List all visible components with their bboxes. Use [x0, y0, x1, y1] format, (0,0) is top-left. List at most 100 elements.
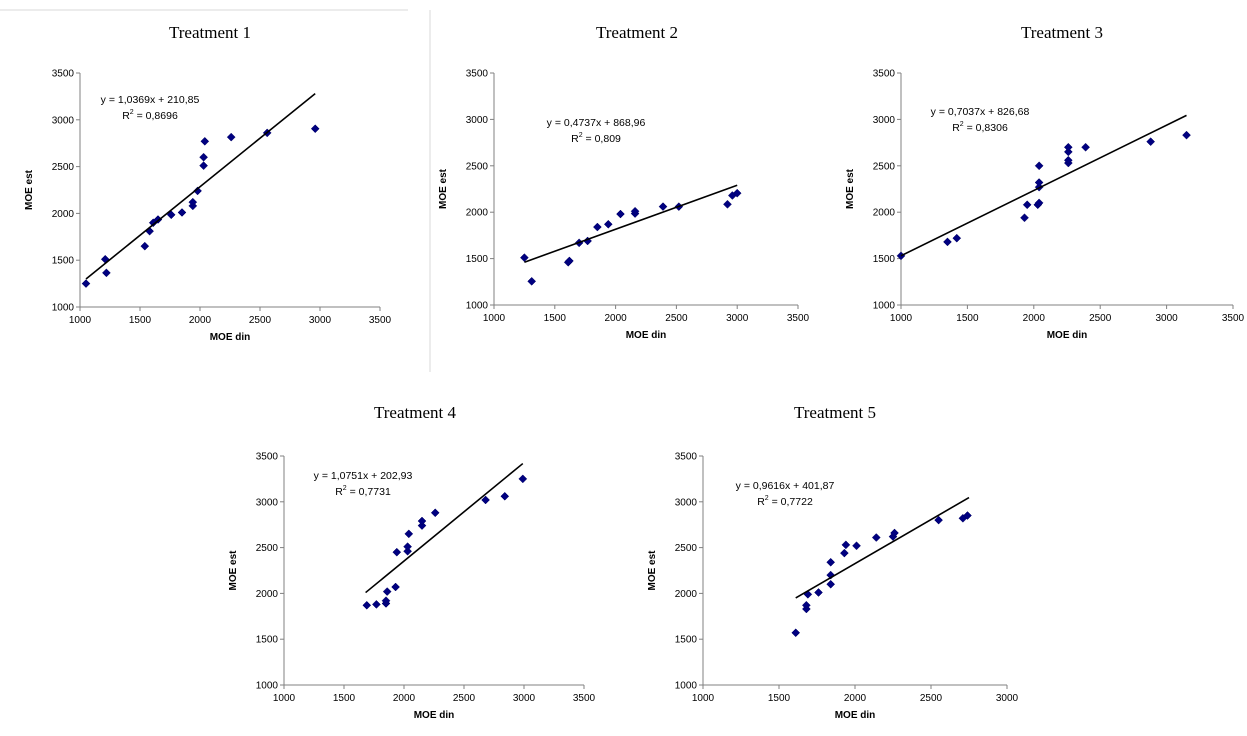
- x-tick-label: 3500: [573, 693, 596, 704]
- data-point: [1020, 213, 1029, 223]
- data-point: [518, 474, 528, 484]
- y-axis-label: MOE est: [228, 550, 239, 591]
- trendline-equation: y = 0,9616x + 401,87: [736, 480, 835, 492]
- data-point: [658, 202, 668, 211]
- trendline: [900, 114, 1187, 257]
- data-point: [826, 579, 836, 589]
- data-point: [890, 528, 899, 538]
- x-tick-label: 2000: [604, 313, 627, 324]
- r-squared-label: R2 = 0,7722: [757, 495, 813, 508]
- x-tick-label: 3000: [726, 313, 749, 324]
- data-point: [1063, 155, 1073, 165]
- data-point: [852, 541, 861, 551]
- trendline-equation: y = 1,0369x + 210,85: [101, 94, 200, 106]
- data-point: [500, 491, 510, 501]
- data-point: [177, 208, 187, 217]
- r-squared-label: R2 = 0,7731: [335, 485, 391, 498]
- x-tick-label: 3500: [787, 313, 810, 324]
- x-tick-label: 1500: [333, 693, 356, 704]
- y-tick-label: 1500: [466, 254, 489, 265]
- y-tick-label: 2000: [256, 589, 279, 600]
- y-tick-label: 1000: [873, 301, 896, 312]
- r-squared-label: R2 = 0,8306: [952, 121, 1008, 134]
- x-tick-label: 3000: [513, 693, 536, 704]
- data-point: [723, 199, 732, 209]
- data-point: [963, 511, 972, 520]
- x-tick-label: 3500: [369, 315, 392, 326]
- y-axis-label: MOE est: [845, 168, 856, 209]
- data-point: [1063, 147, 1073, 157]
- x-tick-label: 1500: [768, 693, 791, 704]
- chart-title: Treatment 2: [596, 23, 678, 42]
- y-axis-label: MOE est: [647, 550, 658, 591]
- data-point: [1034, 161, 1044, 171]
- data-point: [200, 136, 210, 146]
- y-tick-label: 2000: [675, 589, 698, 600]
- data-point: [527, 276, 537, 286]
- x-axis-label: MOE din: [210, 332, 251, 343]
- y-tick-label: 1000: [675, 681, 698, 692]
- trendline-equation: y = 0,7037x + 826,68: [931, 106, 1030, 118]
- data-point: [841, 540, 851, 550]
- data-point: [310, 124, 320, 134]
- data-point: [392, 547, 402, 557]
- data-point: [814, 588, 823, 597]
- data-point: [1081, 142, 1090, 152]
- y-tick-label: 1500: [52, 256, 75, 267]
- y-tick-label: 3000: [675, 497, 698, 508]
- y-tick-label: 2500: [52, 162, 75, 173]
- y-tick-label: 2500: [466, 161, 489, 172]
- x-tick-label: 3000: [996, 693, 1019, 704]
- data-point: [372, 600, 381, 609]
- chart-4: Treatment 4 1000 1500 2000 2500 3000 3500 1000 1…: [228, 403, 596, 721]
- y-tick-label: 1000: [52, 303, 75, 314]
- data-point: [1063, 142, 1073, 152]
- data-point: [362, 600, 372, 610]
- x-tick-label: 2000: [189, 315, 212, 326]
- data-point: [102, 268, 111, 278]
- y-tick-label: 3000: [256, 497, 279, 508]
- chart-title: Treatment 5: [794, 403, 876, 422]
- x-axis-label: MOE din: [1047, 330, 1088, 341]
- trendline: [365, 462, 524, 594]
- data-point: [593, 222, 602, 232]
- y-tick-label: 3500: [873, 69, 896, 80]
- y-tick-label: 3000: [52, 115, 75, 126]
- data-point: [166, 210, 176, 220]
- data-point: [403, 546, 412, 556]
- data-point: [391, 582, 400, 592]
- data-point: [226, 132, 236, 142]
- data-point: [382, 587, 392, 596]
- data-point: [840, 548, 849, 558]
- chart-3: Treatment 3 1000 1500 2000 2500 3000 3500 1000 1…: [845, 23, 1245, 341]
- y-tick-label: 2500: [256, 543, 279, 554]
- x-axis-label: MOE din: [626, 330, 667, 341]
- data-point: [381, 596, 391, 606]
- x-axis-label: MOE din: [835, 710, 876, 721]
- data-point: [616, 209, 625, 219]
- data-point: [1146, 137, 1156, 147]
- chart-title: Treatment 4: [374, 403, 457, 422]
- y-tick-label: 3000: [873, 115, 896, 126]
- data-point: [630, 206, 640, 216]
- data-point: [188, 197, 198, 207]
- data-point: [565, 256, 574, 266]
- x-tick-label: 3000: [309, 315, 332, 326]
- x-tick-label: 2500: [1089, 313, 1112, 324]
- x-tick-label: 3500: [1222, 313, 1245, 324]
- y-tick-label: 1500: [675, 635, 698, 646]
- y-tick-label: 3500: [256, 452, 279, 463]
- data-point: [943, 237, 952, 247]
- x-tick-label: 1000: [692, 693, 715, 704]
- x-tick-label: 1000: [273, 693, 296, 704]
- data-point: [952, 233, 962, 243]
- data-point: [430, 508, 440, 518]
- chart-5: Treatment 5 1000 1500 2000 2500 3000 1000 1500 2…: [647, 403, 1019, 721]
- data-point: [934, 515, 943, 525]
- chart-title: Treatment 1: [169, 23, 251, 42]
- data-point: [802, 600, 811, 610]
- data-point: [1034, 178, 1044, 187]
- x-tick-label: 2500: [665, 313, 688, 324]
